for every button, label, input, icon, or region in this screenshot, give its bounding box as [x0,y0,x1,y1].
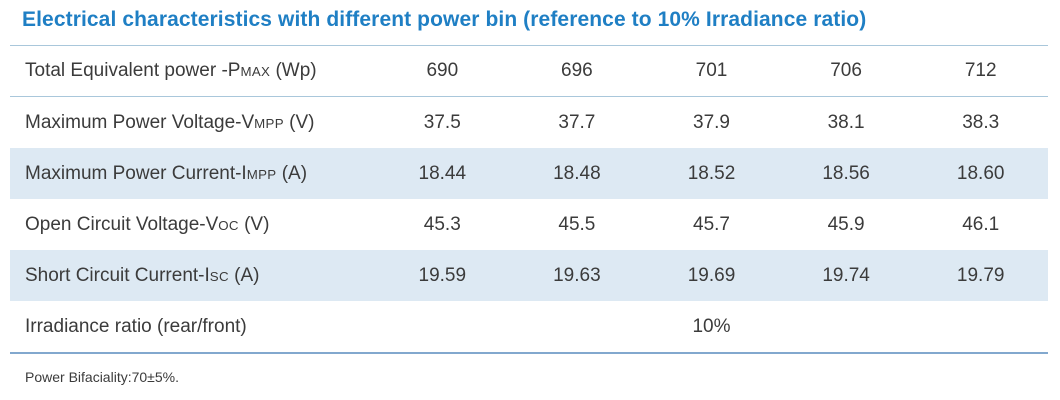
row-label-isc: Short Circuit Current-ISC (A) [10,265,375,287]
label-subscript: MAX [240,64,271,79]
row-label-vmpp: Maximum Power Voltage-VMPP (V) [10,112,375,134]
cell-value: 18.48 [553,162,601,184]
label-text: Irradiance ratio (rear/front) [25,315,247,337]
label-subscript: OC [218,217,239,233]
cell-value: 18.52 [687,162,736,184]
label-text: Total Equivalent power -P [25,60,241,81]
cell-value: 38.1 [827,111,865,133]
row-label-irradiance-ratio: Irradiance ratio (rear/front) [10,316,375,338]
row-label-pmax: Total Equivalent power -PMAX (Wp) [10,60,375,82]
table-row-vmpp: Maximum Power Voltage-VMPP (V) 37.5 37.7… [10,97,1048,148]
cell-value: 19.79 [956,264,1005,286]
cell-value: 690 [426,60,459,81]
cell-value: 19.63 [553,264,601,286]
table-row-isc: Short Circuit Current-ISC (A) 19.59 19.6… [10,250,1048,301]
label-subscript: SC [209,268,229,284]
row-label-impp: Maximum Power Current-IMPP (A) [10,163,375,185]
row-label-voc: Open Circuit Voltage-VOC (V) [10,214,375,236]
cell-value: 701 [695,60,728,81]
cell-value: 37.5 [423,111,461,133]
label-unit: (A) [276,162,308,184]
cell-value: 18.60 [956,162,1005,184]
cell-value: 38.3 [962,111,1000,133]
label-unit: (V) [283,111,315,133]
page-title: Electrical characteristics with differen… [22,8,867,31]
cell-value: 45.5 [558,213,596,235]
label-unit: (A) [228,264,260,286]
cell-value: 696 [561,60,593,81]
label-text: Maximum Power Voltage-V [25,111,255,133]
cell-value: 45.9 [827,213,865,235]
label-text: Maximum Power Current-I [25,162,247,184]
cell-value: 712 [964,60,997,81]
cell-value: 19.59 [418,264,467,286]
footnote-power-bifaciality: Power Bifaciality:70±5%. [25,369,179,385]
table-row-pmax: Total Equivalent power -PMAX (Wp) 690 69… [10,46,1048,97]
table-row-irradiance-ratio: Irradiance ratio (rear/front) 10% [10,301,1048,352]
cell-value: 37.7 [558,111,596,133]
cell-value: 45.7 [693,213,730,235]
cell-value: 19.69 [687,264,736,286]
label-unit: (V) [238,213,270,235]
label-subscript: MPP [254,115,284,131]
cell-value: 19.74 [822,264,870,286]
electrical-characteristics-table: Total Equivalent power -PMAX (Wp) 690 69… [10,45,1048,354]
table-row-voc: Open Circuit Voltage-VOC (V) 45.3 45.5 4… [10,199,1048,250]
label-text: Short Circuit Current-I [25,264,210,286]
cell-value: 706 [830,60,862,81]
cell-value: 37.9 [693,111,730,133]
cell-value: 10% [692,315,731,337]
cell-value: 45.3 [423,213,461,235]
cell-value: 18.56 [822,162,870,184]
cell-value: 46.1 [962,213,1000,235]
cell-value: 18.44 [418,162,467,184]
table-row-impp: Maximum Power Current-IMPP (A) 18.44 18.… [10,148,1048,199]
label-unit: (Wp) [270,60,317,81]
label-text: Open Circuit Voltage-V [25,213,219,235]
label-subscript: MPP [246,166,277,182]
